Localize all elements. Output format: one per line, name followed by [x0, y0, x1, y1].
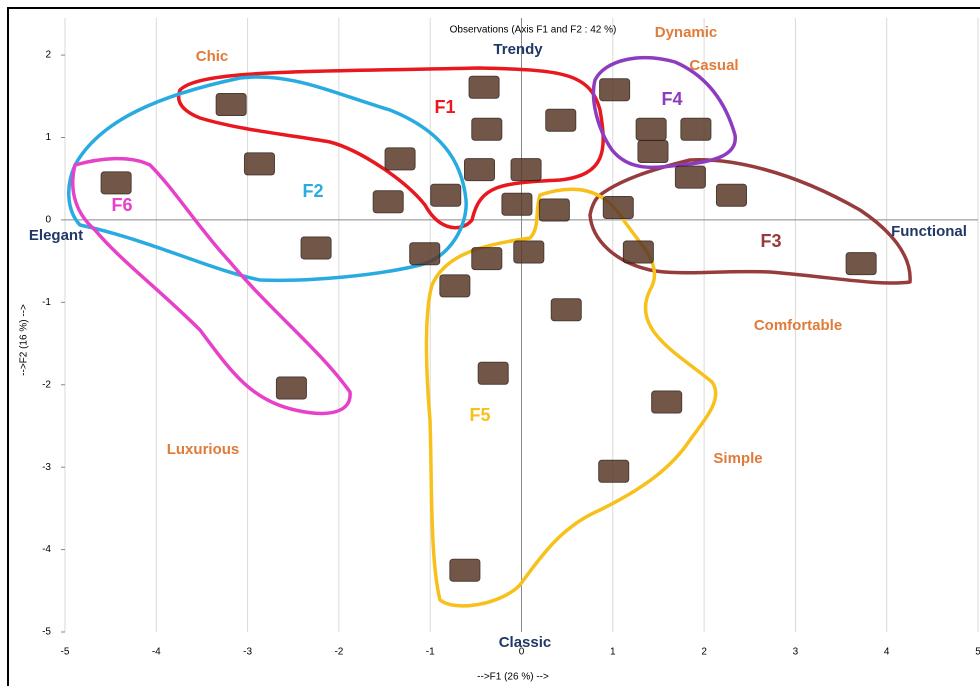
point — [430, 183, 462, 207]
point — [550, 298, 582, 322]
point — [602, 196, 634, 220]
x-tick-label: -1 — [426, 647, 435, 658]
x-tick-label: -3 — [243, 647, 252, 658]
point — [715, 183, 747, 207]
cluster-outline — [424, 187, 718, 608]
point — [513, 240, 545, 264]
point — [215, 93, 247, 117]
point — [464, 158, 496, 182]
point — [243, 152, 275, 176]
point — [637, 140, 669, 164]
x-tick-label: 0 — [519, 647, 525, 658]
point — [100, 171, 132, 195]
cluster-label: F5 — [469, 405, 490, 425]
y-tick-label: 0 — [45, 215, 51, 226]
cluster-outline — [591, 55, 737, 170]
x-tick-label: 5 — [975, 647, 980, 658]
y-tick-label: -4 — [42, 544, 51, 555]
point — [439, 274, 471, 298]
x-tick-label: -2 — [334, 647, 343, 658]
point — [409, 242, 441, 266]
point — [635, 117, 667, 141]
x-tick-label: 1 — [610, 647, 616, 658]
cluster-label: F2 — [302, 181, 323, 201]
point — [651, 390, 683, 414]
point — [468, 75, 500, 99]
point — [449, 558, 481, 582]
y-axis-label: -->F2 (16 %) --> — [19, 304, 30, 376]
annotation: Elegant — [29, 227, 83, 244]
y-tick-label: -5 — [42, 627, 51, 638]
point — [372, 190, 404, 214]
cluster-outline — [67, 75, 468, 283]
point — [275, 376, 307, 400]
y-tick-label: -1 — [42, 297, 51, 308]
cluster-label: F3 — [760, 231, 781, 251]
point — [845, 252, 877, 276]
y-tick-label: -2 — [42, 379, 51, 390]
point — [300, 236, 332, 260]
point — [501, 192, 533, 216]
annotation: Trendy — [493, 41, 543, 58]
cluster-label: F4 — [661, 89, 682, 109]
y-tick-label: 2 — [45, 50, 51, 61]
x-tick-label: -5 — [61, 647, 70, 658]
point — [674, 165, 706, 189]
point — [471, 247, 503, 271]
annotation: Simple — [713, 450, 762, 467]
point — [471, 117, 503, 141]
cluster-label: F1 — [434, 97, 455, 117]
y-tick-label: 1 — [45, 132, 51, 143]
annotation: Chic — [196, 48, 229, 65]
point — [545, 108, 577, 132]
annotation: Casual — [689, 57, 738, 74]
annotation: Dynamic — [655, 24, 718, 41]
frame — [7, 7, 980, 686]
chart-title: Observations (Axis F1 and F2 : 42 %) — [450, 25, 617, 36]
point — [384, 147, 416, 171]
point — [680, 117, 712, 141]
annotation: Comfortable — [754, 317, 842, 334]
x-tick-label: 2 — [701, 647, 707, 658]
x-tick-label: 4 — [884, 647, 890, 658]
cluster-label: F6 — [111, 195, 132, 215]
annotation: Functional — [891, 223, 967, 240]
x-tick-label: -4 — [152, 647, 161, 658]
point — [598, 459, 630, 483]
point — [510, 158, 542, 182]
cluster-outline — [71, 156, 352, 416]
point — [599, 78, 631, 102]
point — [538, 198, 570, 222]
x-tick-label: 3 — [793, 647, 799, 658]
point — [477, 361, 509, 385]
y-tick-label: -3 — [42, 462, 51, 473]
cluster-outline — [176, 66, 605, 230]
x-axis-label: -->F1 (26 %) --> — [477, 672, 549, 683]
point — [622, 240, 654, 264]
annotation: Luxurious — [167, 441, 240, 458]
annotation: Classic — [499, 634, 552, 651]
